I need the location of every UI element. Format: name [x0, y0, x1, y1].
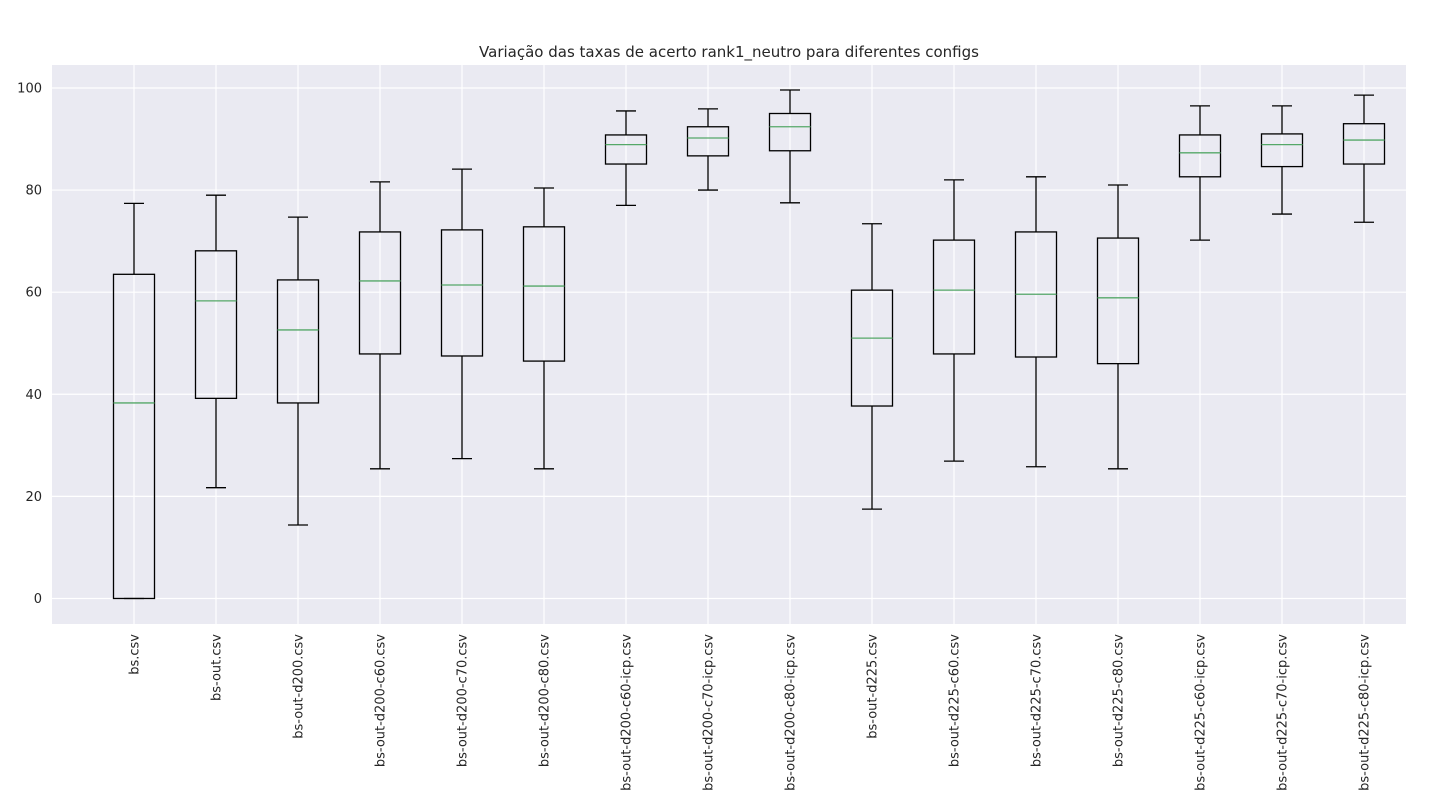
box-iqr [686, 126, 730, 157]
box-iqr [932, 239, 976, 355]
box-iqr [112, 273, 156, 600]
box-iqr [1260, 133, 1304, 168]
box-iqr [194, 250, 238, 400]
x-tick-label: bs-out-d225.csv [866, 634, 881, 739]
box-12 [1014, 176, 1058, 468]
box-iqr [1096, 237, 1140, 365]
x-tick-label: bs-out-d225-c80-icp.csv [1358, 634, 1373, 791]
box-15 [1260, 105, 1304, 215]
box-6 [522, 187, 566, 470]
box-iqr [850, 289, 894, 407]
x-tick-label: bs.csv [128, 634, 143, 675]
x-tick-label: bs-out-d200-c80.csv [538, 634, 553, 767]
x-tick-label: bs-out-d200-c60-icp.csv [620, 634, 635, 791]
box-iqr [276, 279, 320, 404]
box-iqr [522, 226, 566, 362]
y-tick-label: 80 [25, 184, 42, 199]
x-tick-label: bs-out-d225-c70.csv [1030, 634, 1045, 767]
box-9 [768, 89, 812, 204]
box-4 [358, 181, 402, 470]
box-7 [604, 110, 648, 207]
y-tick-label: 100 [17, 81, 42, 96]
box-5 [440, 168, 484, 460]
y-tick-label: 40 [25, 388, 42, 403]
x-tick-label: bs-out-d225-c60-icp.csv [1194, 634, 1209, 791]
box-16 [1342, 94, 1386, 223]
x-tick-label: bs-out.csv [210, 634, 225, 701]
box-iqr [358, 231, 402, 355]
x-tick-label: bs-out-d200-c70.csv [456, 634, 471, 767]
x-tick-label: bs-out-d225-c70-icp.csv [1276, 634, 1291, 791]
box-14 [1178, 105, 1222, 241]
y-tick-label: 60 [25, 286, 42, 301]
box-iqr [604, 134, 648, 165]
box-iqr [768, 112, 812, 152]
x-tick-label: bs-out-d200.csv [292, 634, 307, 739]
x-tick-label: bs-out-d225-c60.csv [948, 634, 963, 767]
box-2 [194, 194, 238, 489]
box-series [112, 89, 1386, 600]
x-tick-label: bs-out-d200-c60.csv [374, 634, 389, 767]
box-11 [932, 179, 976, 462]
box-1 [112, 202, 156, 600]
y-axis-ticks: 0 20 40 60 80 100 [17, 81, 42, 607]
box-8 [686, 108, 730, 191]
box-iqr [440, 229, 484, 357]
y-tick-label: 0 [34, 592, 42, 607]
chart-title: Variação das taxas de acerto rank1_neutr… [479, 43, 979, 62]
box-10 [850, 223, 894, 510]
x-tick-label: bs-out-d200-c80-icp.csv [784, 634, 799, 791]
box-iqr [1178, 134, 1222, 178]
x-axis-ticks: bs.csv bs-out.csv bs-out-d200.csv bs-out-d2… [128, 634, 1373, 791]
box-iqr [1342, 123, 1386, 165]
x-tick-label: bs-out-d225-c80.csv [1112, 634, 1127, 767]
box-3 [276, 216, 320, 526]
y-tick-label: 20 [25, 490, 42, 505]
box-13 [1096, 184, 1140, 470]
x-tick-label: bs-out-d200-c70-icp.csv [702, 634, 717, 791]
